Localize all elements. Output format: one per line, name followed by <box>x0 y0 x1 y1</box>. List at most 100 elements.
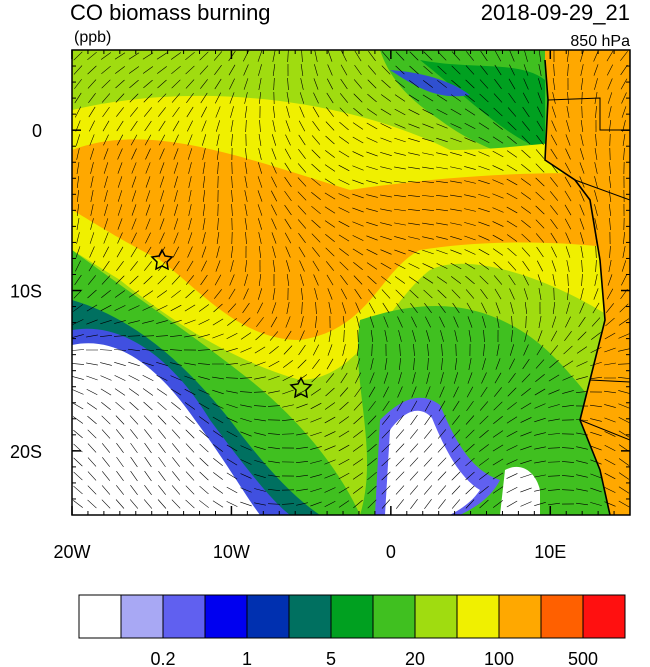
wind-vector <box>88 106 96 118</box>
wind-vector <box>367 289 377 299</box>
wind-vector <box>184 304 196 312</box>
wind-vector <box>268 446 280 450</box>
wind-vector <box>187 246 193 258</box>
wind-vector <box>72 334 84 338</box>
wind-vector <box>172 246 180 258</box>
wind-vector <box>159 162 165 174</box>
wind-vector <box>227 318 237 326</box>
wind-vector <box>523 288 529 300</box>
wind-vector <box>590 502 602 506</box>
wind-vector <box>185 275 195 285</box>
wind-vector <box>171 499 181 509</box>
wind-vector <box>213 472 223 480</box>
wind-vector <box>576 432 588 436</box>
wind-vector <box>128 388 140 396</box>
wind-vector <box>366 194 378 198</box>
wind-vector <box>408 166 420 170</box>
wind-vector <box>127 335 141 337</box>
wind-vector <box>479 444 489 452</box>
wind-vector <box>564 190 572 202</box>
wind-vector <box>338 430 350 438</box>
colorbar-label: 1 <box>242 649 252 667</box>
wind-vector <box>479 429 489 439</box>
wind-vector <box>464 166 476 170</box>
wind-vector <box>567 273 569 287</box>
wind-vector <box>437 65 447 75</box>
wind-vector <box>509 288 515 300</box>
wind-vector <box>89 134 95 146</box>
wind-vector <box>142 388 154 396</box>
wind-vector <box>90 190 94 202</box>
wind-vector <box>254 376 266 380</box>
wind-vector <box>87 485 97 495</box>
wind-vector <box>257 50 263 62</box>
wind-vector <box>422 263 434 269</box>
wind-vector <box>272 120 276 132</box>
wind-vector <box>199 65 209 75</box>
wind-vector <box>354 64 362 76</box>
wind-vector <box>399 343 401 357</box>
wind-vector <box>142 375 154 381</box>
wind-vector <box>549 359 559 369</box>
wind-vector <box>87 443 97 453</box>
wind-vector <box>324 402 336 410</box>
wind-vector <box>73 429 83 439</box>
wind-vector <box>296 388 308 396</box>
wind-vector <box>450 236 462 240</box>
wind-vector <box>324 164 336 172</box>
wind-vector <box>324 500 336 508</box>
wind-vector <box>453 386 459 398</box>
wind-vector <box>325 234 335 242</box>
wind-vector <box>185 429 195 439</box>
wind-vector <box>384 330 388 342</box>
wind-vector <box>581 259 583 273</box>
wind-vector <box>579 176 585 188</box>
wind-vector <box>381 429 391 439</box>
wind-vector <box>253 405 267 407</box>
wind-vector <box>451 485 461 495</box>
wind-vector <box>561 447 575 449</box>
wind-vector <box>604 417 616 423</box>
wind-vector <box>436 236 448 240</box>
wind-vector <box>380 137 392 143</box>
wind-vector <box>438 400 446 412</box>
wind-vector <box>437 289 447 299</box>
wind-vector <box>466 386 474 398</box>
wind-vector <box>479 499 489 509</box>
wind-vector <box>535 373 545 383</box>
wind-vector <box>465 415 475 425</box>
wind-vector <box>464 151 476 157</box>
wind-vector <box>338 472 350 480</box>
wind-vector <box>226 363 238 365</box>
colorbar-box <box>162 594 206 639</box>
wind-vector <box>604 487 616 493</box>
wind-vector <box>523 274 529 286</box>
wind-vector <box>129 275 139 285</box>
wind-vector <box>395 80 405 88</box>
wind-vector <box>226 486 238 494</box>
wind-vector <box>492 179 504 185</box>
wind-vector <box>244 190 248 202</box>
wind-vector <box>259 92 261 104</box>
wind-vector <box>324 416 336 424</box>
wind-vector <box>567 91 569 105</box>
wind-vector <box>483 343 485 357</box>
wind-vector <box>200 92 208 104</box>
units: (ppb) <box>74 29 111 46</box>
wind-vector <box>243 288 249 300</box>
wind-vector <box>311 177 321 187</box>
wind-vector <box>538 316 542 328</box>
wind-vector <box>312 344 320 356</box>
wind-vector <box>285 316 291 328</box>
wind-vector <box>243 64 249 76</box>
wind-vector <box>143 415 153 425</box>
wind-vector <box>548 374 560 382</box>
wind-vector <box>174 190 178 202</box>
wind-vector <box>356 316 360 328</box>
wind-vector <box>245 231 247 245</box>
wind-vector <box>314 50 318 62</box>
wind-vector <box>438 499 446 509</box>
wind-vector <box>422 109 434 115</box>
wind-vector <box>172 106 180 118</box>
wind-vector <box>216 246 220 258</box>
